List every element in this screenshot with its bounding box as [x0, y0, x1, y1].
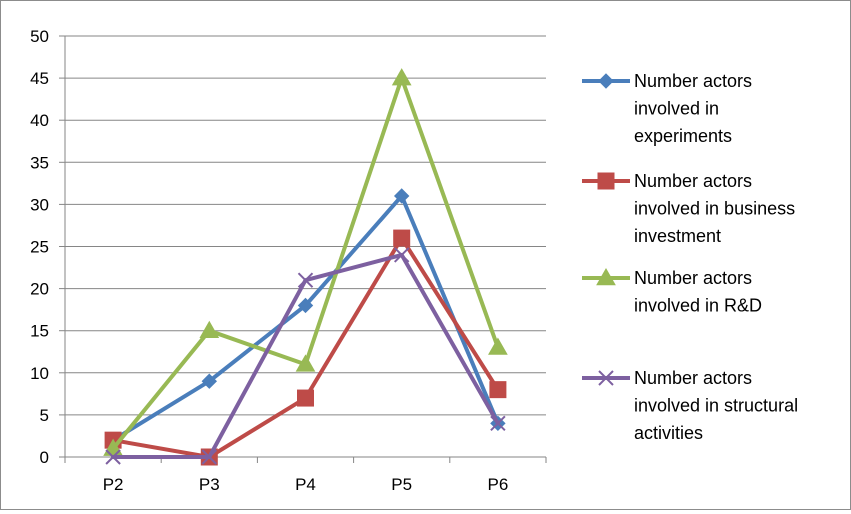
legend-entry-4: Number actors involved in structural activ… — [582, 368, 798, 443]
data-point — [201, 373, 218, 389]
y-tick-label: 0 — [40, 448, 49, 467]
x-tick-label: P2 — [103, 475, 124, 494]
legend-entry-2: Number actors involved in business investm… — [582, 171, 795, 246]
y-tick-label: 20 — [30, 280, 49, 299]
y-tick-label: 40 — [30, 111, 49, 130]
x-tick-label: P6 — [488, 475, 509, 494]
series-1 — [105, 188, 506, 448]
series-3 — [103, 68, 508, 456]
x-tick-label: P3 — [199, 475, 220, 494]
y-tick-label: 45 — [30, 69, 49, 88]
data-point — [489, 381, 507, 399]
data-point — [393, 188, 410, 204]
data-point — [297, 389, 314, 407]
series-line — [111, 236, 500, 459]
y-tick-label: 5 — [40, 406, 49, 425]
y-tick-label: 15 — [30, 322, 49, 341]
legend-swatch-marker — [598, 73, 614, 89]
data-point — [393, 247, 410, 263]
legend-swatch-marker — [597, 172, 615, 190]
series-2 — [104, 229, 507, 466]
legend-entry-3: Number actors involved in R&D — [582, 267, 762, 316]
series-group — [103, 68, 508, 466]
gridlines — [65, 35, 546, 416]
legend-label: Number actors involved in experiments — [634, 71, 752, 146]
legend-label: Number actors involved in structural activ… — [634, 368, 798, 443]
axes — [59, 35, 547, 463]
series-4 — [105, 247, 506, 465]
legend-label: Number actors involved in business investm… — [634, 171, 795, 246]
legend-swatch-marker — [598, 370, 614, 386]
data-point — [201, 449, 218, 465]
y-tick-label: 50 — [30, 27, 49, 46]
x-axis-ticks: P2 P3 P4 P5 P6 — [103, 475, 509, 494]
x-tick-label: P4 — [295, 475, 316, 494]
y-tick-label: 35 — [30, 153, 49, 172]
data-point — [105, 449, 121, 465]
legend: Number actors involved in experiments Numbe… — [582, 71, 798, 443]
legend-entry-1: Number actors involved in experiments — [582, 71, 752, 146]
legend-swatch-marker — [596, 267, 616, 286]
data-point — [393, 229, 411, 247]
y-tick-label: 10 — [30, 364, 49, 383]
data-point — [488, 337, 508, 355]
data-point — [490, 415, 506, 432]
x-tick-label: P5 — [391, 475, 412, 494]
data-point — [297, 297, 314, 314]
y-axis-ticks: 0 5 10 15 20 25 30 35 40 45 50 — [30, 27, 49, 467]
data-point — [295, 354, 316, 372]
data-point — [297, 272, 314, 288]
legend-label: Number actors involved in R&D — [634, 268, 762, 316]
data-point — [391, 68, 412, 86]
data-point — [199, 320, 220, 338]
y-tick-label: 25 — [30, 238, 49, 257]
y-tick-label: 30 — [30, 195, 49, 214]
